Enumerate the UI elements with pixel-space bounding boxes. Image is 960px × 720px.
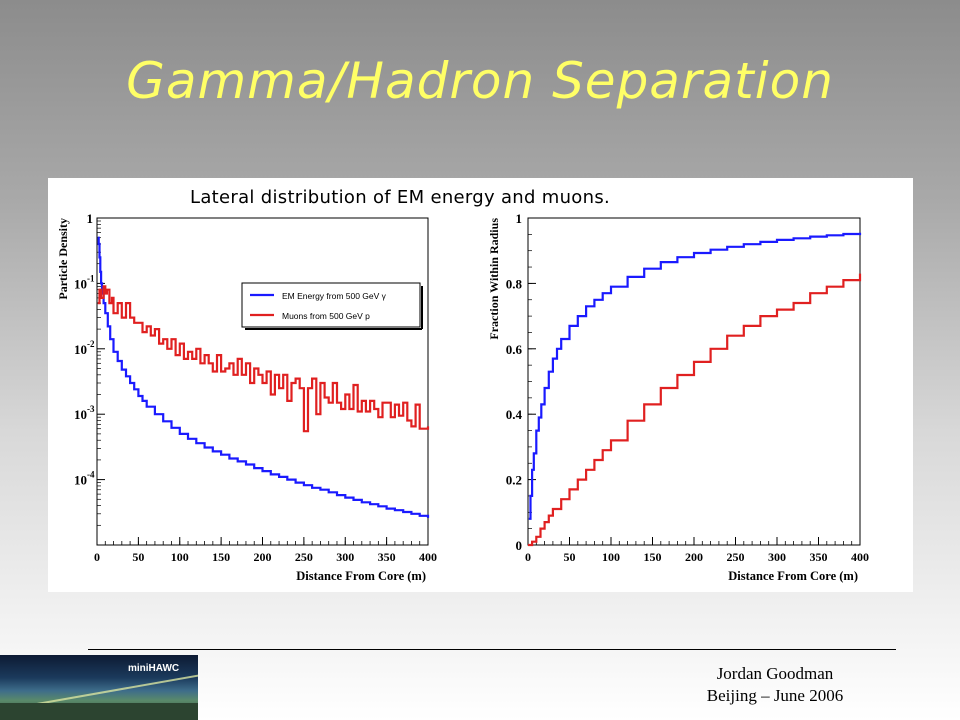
y-tick-label: 0.2 [506, 473, 522, 488]
x-tick-label: 200 [685, 550, 703, 564]
y-tick-exponent: -3 [87, 404, 95, 414]
x-tick-label: 150 [212, 550, 230, 564]
x-tick-label: 300 [336, 550, 354, 564]
x-tick-label: 100 [171, 550, 189, 564]
y-tick-exponent: -4 [87, 470, 95, 480]
y-tick-label: 0.6 [506, 342, 523, 357]
y-axis-label: Particle Density [56, 218, 70, 300]
x-tick-label: 350 [810, 550, 828, 564]
legend-entry: Muons from 500 GeV p [282, 311, 370, 321]
x-tick-label: 250 [295, 550, 313, 564]
y-tick-label: 1 [516, 211, 523, 226]
y-tick-label: 10 [74, 276, 87, 291]
legend-box [241, 282, 421, 328]
y-tick-label: 10 [74, 407, 87, 422]
y-tick-exponent: -2 [87, 339, 95, 349]
y-tick-label: 1 [87, 211, 94, 226]
x-tick-label: 350 [378, 550, 396, 564]
series-line-0-1 [97, 285, 430, 433]
figure-panel [48, 178, 913, 592]
logo-label: miniHAWC [128, 663, 180, 674]
minihawc-logo: miniHAWC [0, 655, 198, 720]
series-line-0-0 [97, 236, 430, 518]
legend-entry: EM Energy from 500 GeV γ [282, 291, 387, 301]
y-tick-label: 10 [74, 473, 87, 488]
plot-frame-1 [527, 217, 861, 546]
y-axis-label: Fraction Within Radius [487, 218, 501, 340]
y-tick-label: 0.8 [506, 276, 523, 291]
x-tick-label: 400 [419, 550, 437, 564]
y-tick-label: 0.4 [506, 407, 523, 422]
series-line-1-0 [528, 232, 862, 520]
x-axis-label: Distance From Core (m) [296, 569, 426, 583]
series-line-1-1 [528, 273, 862, 547]
footer-author: Jordan Goodman [716, 664, 834, 683]
x-axis-label: Distance From Core (m) [728, 569, 858, 583]
x-tick-label: 200 [254, 550, 272, 564]
y-tick-label: 0 [516, 538, 523, 553]
x-tick-label: 50 [564, 550, 576, 564]
figure-caption: Lateral distribution of EM energy and mu… [190, 187, 611, 208]
x-tick-label: 0 [525, 550, 531, 564]
x-tick-label: 100 [602, 550, 620, 564]
footer-divider [88, 649, 896, 650]
slide-title: Gamma/Hadron Separation [126, 52, 834, 110]
x-tick-label: 300 [768, 550, 786, 564]
x-tick-label: 50 [132, 550, 144, 564]
logo-ground [0, 703, 198, 720]
x-tick-label: 250 [727, 550, 745, 564]
x-tick-label: 0 [94, 550, 100, 564]
x-tick-label: 150 [644, 550, 662, 564]
x-tick-label: 400 [851, 550, 869, 564]
footer-place: Beijing – June 2006 [706, 686, 844, 705]
y-tick-exponent: -1 [87, 273, 95, 283]
y-tick-label: 10 [74, 342, 87, 357]
